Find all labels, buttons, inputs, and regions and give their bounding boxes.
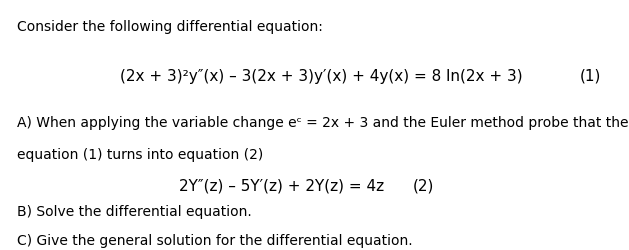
Text: 2Y″(z) – 5Y′(z) + 2Y(z) = 4z: 2Y″(z) – 5Y′(z) + 2Y(z) = 4z xyxy=(179,179,384,194)
Text: (2x + 3)²y″(x) – 3(2x + 3)y′(x) + 4y(x) = 8 ln(2x + 3): (2x + 3)²y″(x) – 3(2x + 3)y′(x) + 4y(x) … xyxy=(120,69,523,84)
Text: (2): (2) xyxy=(413,179,435,194)
Text: B) Solve the differential equation.: B) Solve the differential equation. xyxy=(18,204,252,218)
Text: Consider the following differential equation:: Consider the following differential equa… xyxy=(18,20,323,34)
Text: C) Give the general solution for the differential equation.: C) Give the general solution for the dif… xyxy=(18,234,413,248)
Text: equation (1) turns into equation (2): equation (1) turns into equation (2) xyxy=(18,148,264,162)
Text: (1): (1) xyxy=(580,69,601,84)
Text: A) When applying the variable change eᶜ = 2x + 3 and the Euler method probe that: A) When applying the variable change eᶜ … xyxy=(18,116,629,130)
